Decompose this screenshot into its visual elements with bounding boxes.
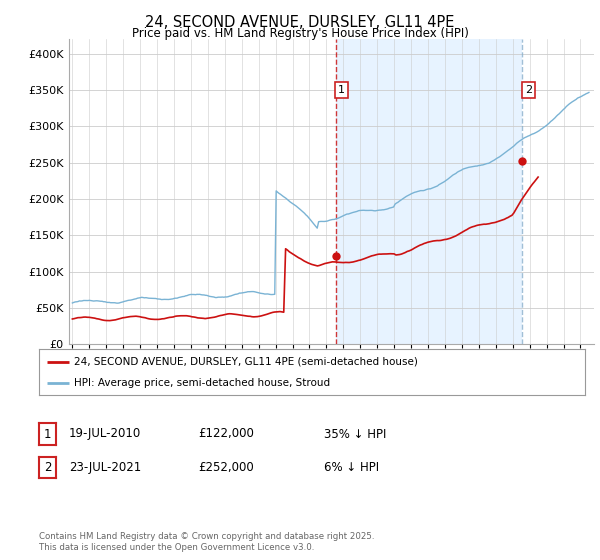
Text: 23-JUL-2021: 23-JUL-2021 [69, 461, 141, 474]
Bar [335, 39, 522, 344]
Text: 2: 2 [525, 85, 532, 95]
Text: Price paid vs. HM Land Registry's House Price Index (HPI): Price paid vs. HM Land Registry's House … [131, 27, 469, 40]
Text: 24, SECOND AVENUE, DURSLEY, GL11 4PE (semi-detached house): 24, SECOND AVENUE, DURSLEY, GL11 4PE (se… [74, 357, 418, 367]
Text: 1: 1 [44, 427, 51, 441]
Text: Contains HM Land Registry data © Crown copyright and database right 2025.
This d: Contains HM Land Registry data © Crown c… [39, 532, 374, 552]
Text: £252,000: £252,000 [198, 461, 254, 474]
Text: HPI: Average price, semi-detached house, Stroud: HPI: Average price, semi-detached house,… [74, 378, 331, 388]
Text: 1: 1 [338, 85, 345, 95]
Text: 24, SECOND AVENUE, DURSLEY, GL11 4PE: 24, SECOND AVENUE, DURSLEY, GL11 4PE [145, 15, 455, 30]
Text: 19-JUL-2010: 19-JUL-2010 [69, 427, 141, 441]
Text: 6% ↓ HPI: 6% ↓ HPI [324, 461, 379, 474]
Text: £122,000: £122,000 [198, 427, 254, 441]
Text: 2: 2 [44, 461, 51, 474]
Text: 35% ↓ HPI: 35% ↓ HPI [324, 427, 386, 441]
